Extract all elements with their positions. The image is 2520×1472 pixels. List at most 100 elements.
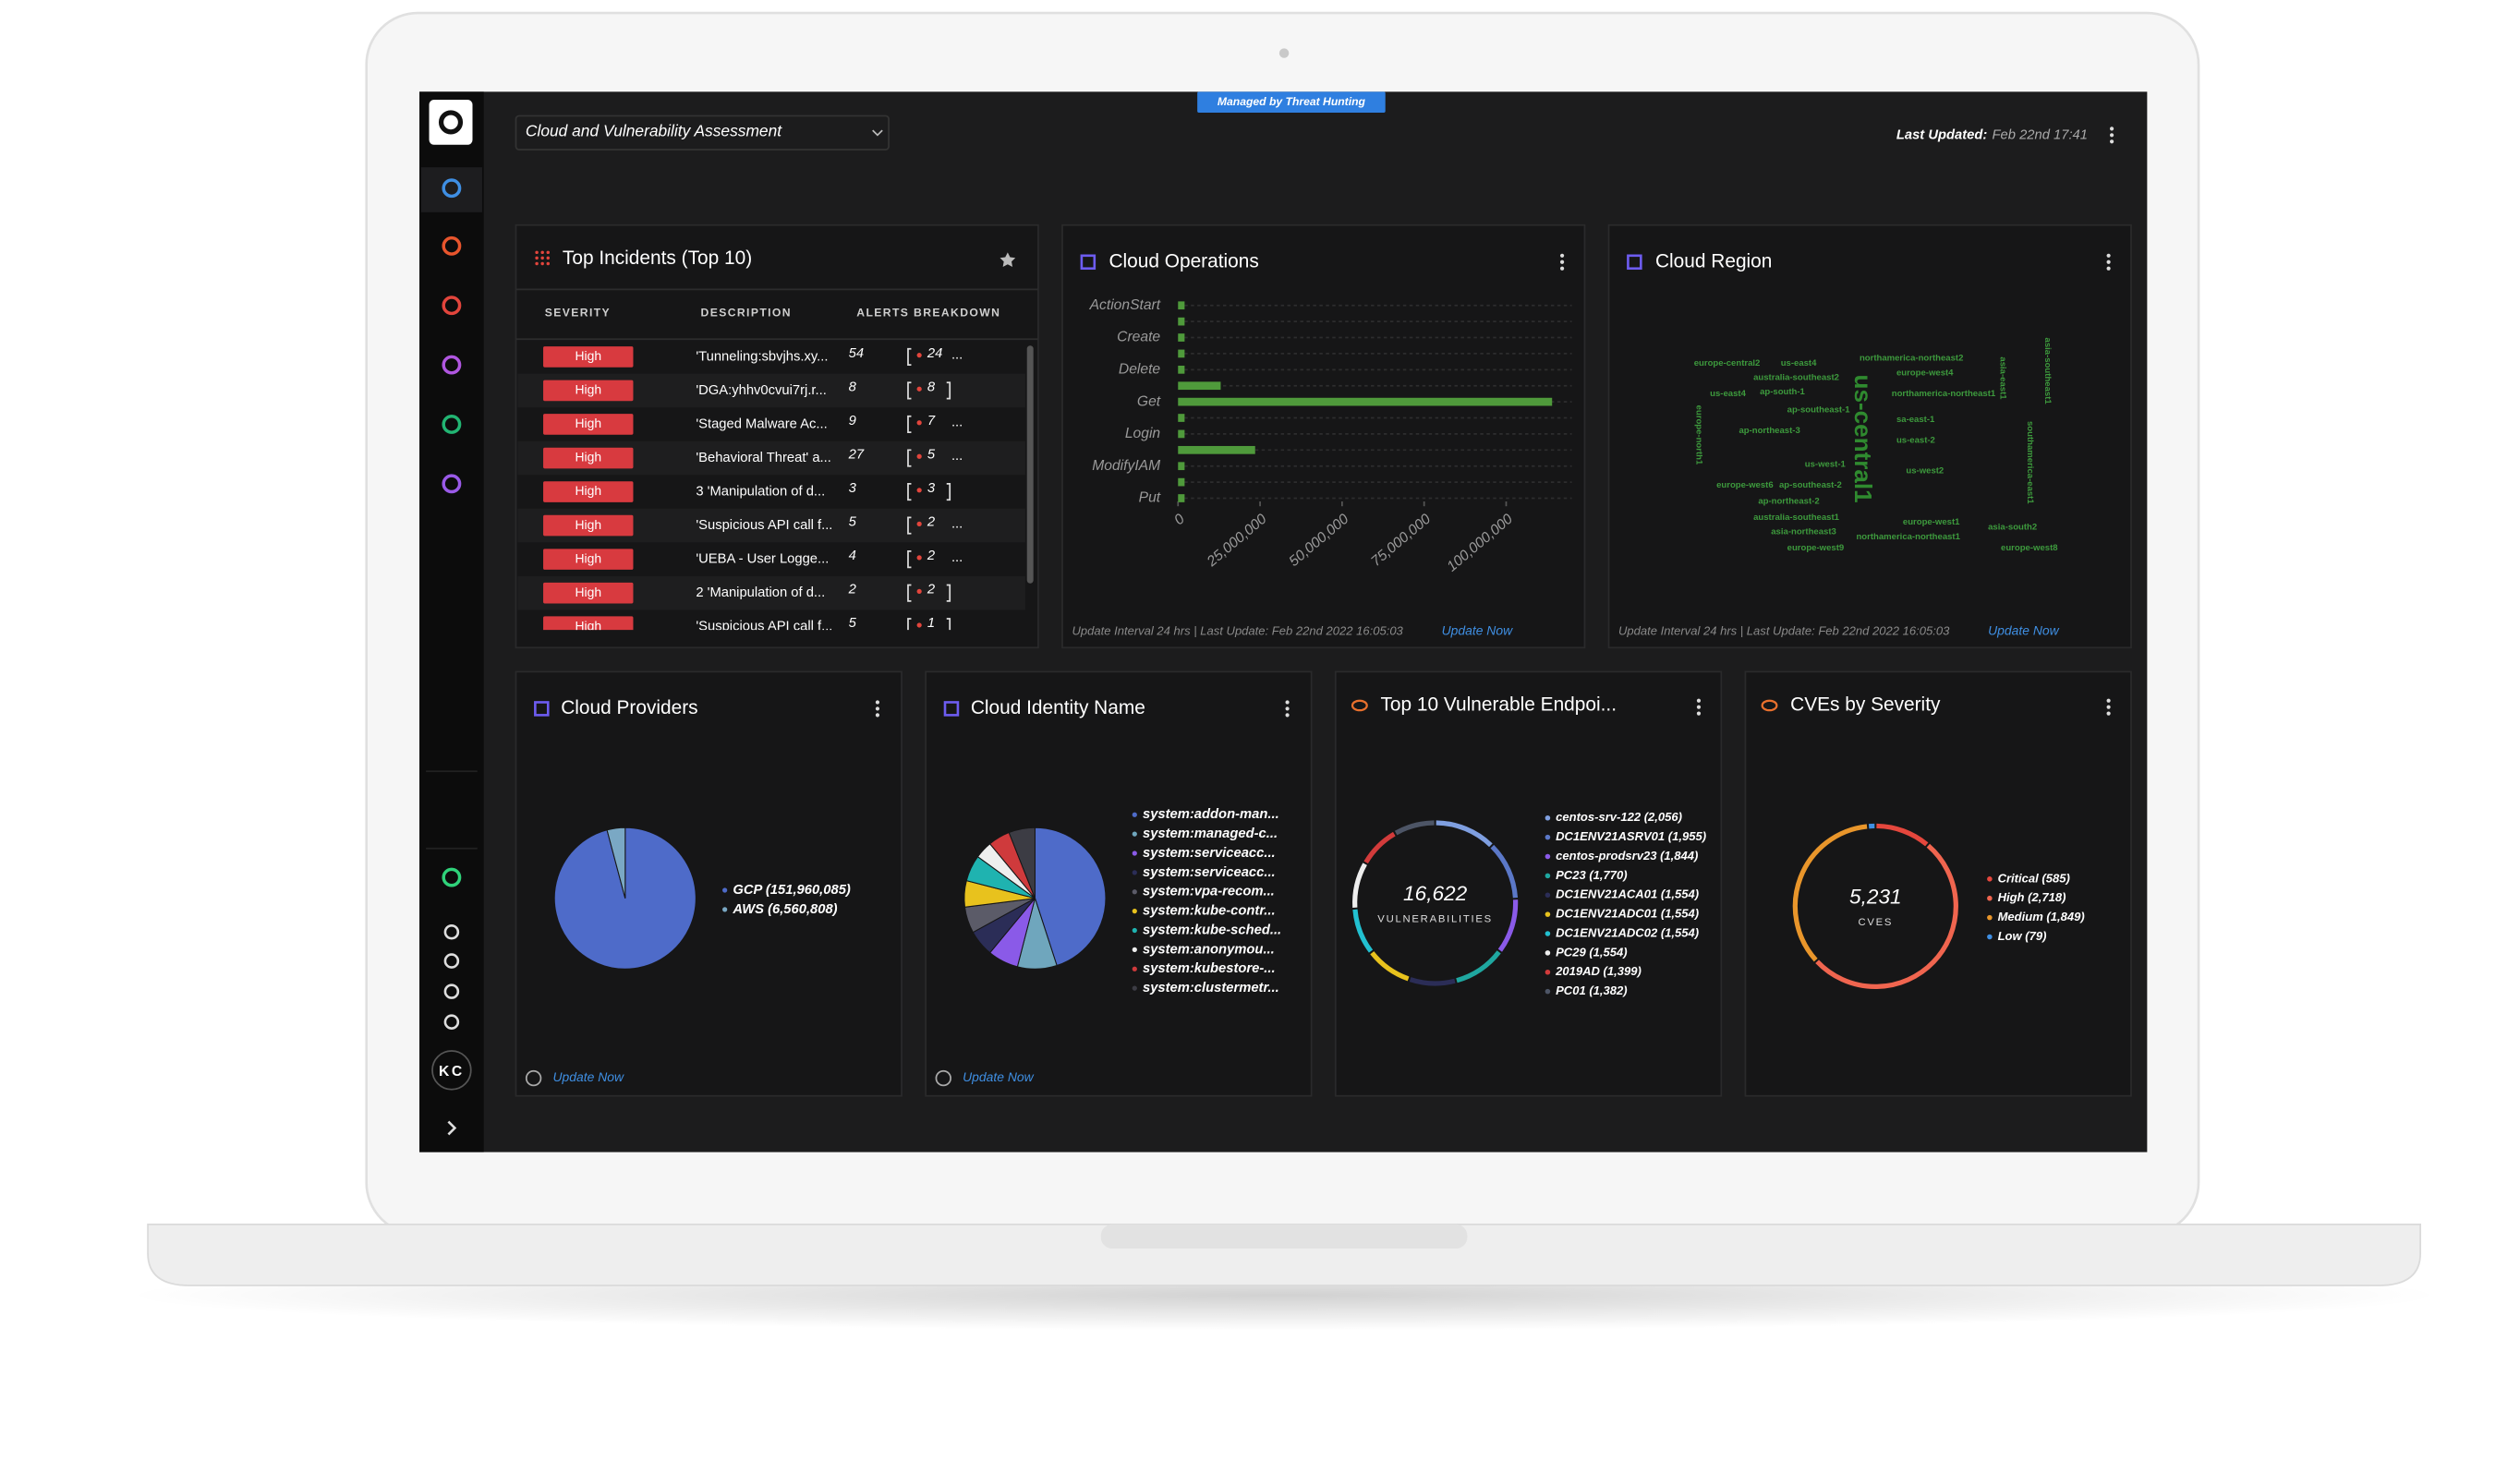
donut-segment[interactable]: [1394, 820, 1435, 836]
menu-dot[interactable]: [2110, 127, 2114, 131]
update-now-link[interactable]: Update Now: [963, 1069, 1034, 1084]
legend-label[interactable]: system:managed-c...: [1143, 826, 1278, 841]
region-word[interactable]: asia-southeast1: [2042, 338, 2053, 405]
menu-dot[interactable]: [1285, 713, 1290, 718]
region-word[interactable]: us-east4: [1710, 389, 1746, 399]
region-word[interactable]: australia-southeast1: [1753, 513, 1840, 523]
legend-label[interactable]: system:kube-sched...: [1143, 923, 1281, 937]
legend-label[interactable]: system:addon-man...: [1143, 807, 1279, 822]
nav-icon[interactable]: [442, 178, 462, 199]
donut-segment[interactable]: [1352, 863, 1367, 908]
donut-segment[interactable]: [1815, 843, 1958, 990]
menu-dot[interactable]: [875, 700, 880, 705]
donut-segment[interactable]: [1876, 823, 1929, 847]
legend-label[interactable]: system:clustermetr...: [1143, 981, 1279, 995]
menu-dot[interactable]: [1696, 698, 1702, 703]
legend-label[interactable]: system:kube-contr...: [1143, 904, 1276, 919]
update-now-link[interactable]: Update Now: [552, 1069, 624, 1084]
region-word[interactable]: asia-south2: [1988, 522, 2037, 532]
region-word[interactable]: ap-south-1: [1760, 387, 1805, 397]
menu-dot[interactable]: [1696, 711, 1702, 716]
menu-dot[interactable]: [1285, 706, 1290, 711]
utility-icon[interactable]: [443, 923, 460, 940]
legend-label[interactable]: DC1ENV21ADC01 (1,554): [1556, 907, 1699, 921]
legend-label[interactable]: DC1ENV21ACA01 (1,554): [1556, 887, 1699, 901]
donut-segment[interactable]: [1352, 909, 1374, 953]
menu-dot[interactable]: [2106, 705, 2111, 709]
incident-description[interactable]: 'UEBA - User Logge...: [696, 552, 829, 567]
update-now-link[interactable]: Update Now: [1442, 623, 1513, 638]
donut-segment[interactable]: [1370, 951, 1410, 982]
legend-label[interactable]: PC01 (1,382): [1556, 983, 1628, 997]
legend-label[interactable]: DC1ENV21ASRV01 (1,955): [1556, 829, 1706, 843]
region-word[interactable]: northamerica-northeast1: [1856, 532, 1960, 542]
menu-dot[interactable]: [1559, 253, 1565, 258]
region-word[interactable]: sa-east-1: [1896, 415, 1935, 425]
region-word[interactable]: europe-central2: [1694, 358, 1761, 368]
region-word[interactable]: southamerica-east1: [2025, 421, 2035, 504]
incident-description[interactable]: 'Suspicious API call f...: [696, 518, 832, 533]
pie-slice[interactable]: [606, 826, 626, 899]
logo-mark[interactable]: [438, 110, 464, 135]
donut-segment[interactable]: [1490, 844, 1519, 899]
legend-label[interactable]: High (2,718): [1998, 890, 2066, 904]
menu-dot[interactable]: [1559, 266, 1565, 271]
menu-dot[interactable]: [1696, 705, 1702, 709]
region-word[interactable]: us-east-2: [1896, 435, 1935, 445]
update-now-link[interactable]: Update Now: [1988, 623, 2059, 638]
legend-label[interactable]: system:kubestore-...: [1143, 961, 1276, 976]
nav-icon[interactable]: [442, 415, 462, 434]
legend-label[interactable]: centos-prodsrv23 (1,844): [1556, 849, 1698, 863]
region-word[interactable]: us-west-1: [1805, 460, 1847, 470]
donut-segment[interactable]: [1363, 831, 1396, 864]
nav-icon[interactable]: [442, 235, 462, 256]
legend-label[interactable]: PC29 (1,554): [1556, 945, 1628, 959]
utility-icon[interactable]: [443, 983, 460, 999]
nav-icon[interactable]: [442, 296, 462, 316]
region-word[interactable]: northamerica-northeast1: [1892, 389, 1996, 399]
region-word[interactable]: ap-northeast-3: [1739, 426, 1799, 436]
menu-dot[interactable]: [2106, 266, 2111, 271]
utility-icon[interactable]: [443, 1014, 460, 1030]
donut-segment[interactable]: [1409, 977, 1456, 986]
user-initials[interactable]: KC: [439, 1064, 465, 1080]
menu-dot[interactable]: [2106, 259, 2111, 264]
incident-description[interactable]: 2 'Manipulation of d...: [696, 585, 825, 600]
assistant-icon[interactable]: [442, 867, 462, 887]
region-word[interactable]: australia-southeast2: [1753, 373, 1839, 383]
region-word[interactable]: europe-north1: [1693, 405, 1703, 465]
nav-icon[interactable]: [442, 355, 462, 375]
legend-label[interactable]: DC1ENV21ADC02 (1,554): [1556, 925, 1699, 939]
region-word[interactable]: europe-west1: [1903, 517, 1960, 527]
region-word[interactable]: europe-west9: [1787, 543, 1845, 553]
region-word[interactable]: ap-southeast-2: [1779, 480, 1842, 490]
pie-slice[interactable]: [1034, 826, 1107, 967]
region-word[interactable]: ap-southeast-1: [1787, 404, 1851, 415]
incident-description[interactable]: 'Suspicious API call f...: [696, 620, 832, 634]
donut-segment[interactable]: [1456, 950, 1501, 983]
legend-label[interactable]: system:serviceacc...: [1143, 865, 1276, 880]
legend-label[interactable]: centos-srv-122 (2,056): [1556, 810, 1682, 824]
legend-label[interactable]: system:serviceacc...: [1143, 846, 1276, 861]
region-word[interactable]: asia-northeast3: [1771, 527, 1836, 537]
incident-description[interactable]: 'Staged Malware Ac...: [696, 416, 827, 431]
region-word[interactable]: ap-northeast-2: [1758, 497, 1819, 507]
legend-label[interactable]: Critical (585): [1998, 871, 2070, 885]
region-word[interactable]: asia-east1: [1997, 356, 2007, 400]
pie-slice[interactable]: [1008, 826, 1036, 899]
menu-dot[interactable]: [2106, 698, 2111, 703]
legend-label[interactable]: Low (79): [1998, 929, 2047, 943]
donut-segment[interactable]: [1792, 824, 1868, 962]
legend-label[interactable]: Medium (1,849): [1998, 910, 2085, 923]
select-caret[interactable]: [872, 129, 883, 137]
incident-description[interactable]: 'Behavioral Threat' a...: [696, 451, 831, 465]
menu-dot[interactable]: [875, 713, 880, 718]
legend-label[interactable]: AWS (6,560,808): [732, 902, 837, 917]
donut-segment[interactable]: [1497, 899, 1519, 952]
logo[interactable]: [429, 100, 473, 145]
expand-chevron[interactable]: [447, 1120, 457, 1136]
menu-dot[interactable]: [2106, 711, 2111, 716]
region-word[interactable]: europe-west4: [1896, 368, 1954, 378]
menu-dot[interactable]: [2110, 133, 2114, 138]
menu-dot[interactable]: [1285, 700, 1290, 705]
